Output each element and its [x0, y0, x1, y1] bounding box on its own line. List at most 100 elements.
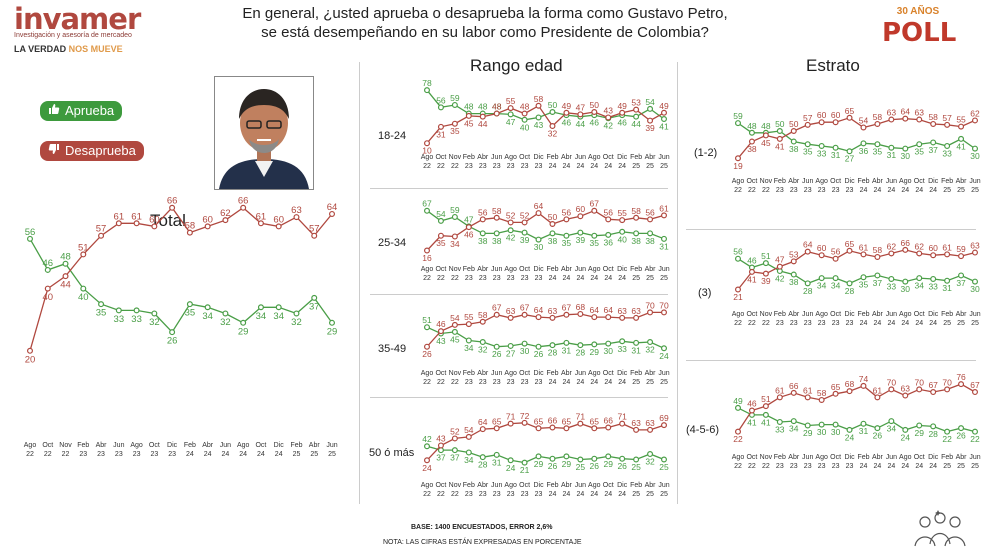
brand-name: invamer [14, 2, 141, 36]
tick-label-month: Jun [658, 154, 669, 161]
tick-label-year: 22 [762, 320, 770, 327]
tick-label-year: 25 [293, 451, 301, 458]
data-label-disapprove: 64 [534, 201, 544, 211]
data-label-approve: 28 [576, 348, 586, 358]
tick-label-month: Abr [788, 311, 800, 318]
data-point-approve [647, 105, 654, 112]
data-label-disapprove: 61 [256, 211, 267, 222]
tick-label-year: 23 [776, 463, 784, 470]
data-label-disapprove: 52 [450, 426, 460, 436]
data-point-approve [633, 339, 640, 346]
data-label-disapprove: 66 [548, 416, 558, 426]
data-point-approve [549, 342, 556, 349]
data-point-disapprove [577, 420, 584, 427]
data-label-approve: 26 [617, 461, 627, 471]
tick-label-year: 23 [493, 163, 501, 170]
data-label-disapprove: 65 [831, 382, 841, 392]
tick-label-year: 23 [776, 187, 784, 194]
data-point-disapprove [874, 120, 881, 127]
tick-label-month: Dic [533, 370, 544, 377]
data-point-disapprove [930, 389, 937, 396]
data-label-approve: 32 [220, 317, 231, 328]
tick-label-month: Feb [463, 266, 475, 273]
tick-label-month: Oct [746, 454, 757, 461]
data-label-approve: 35 [873, 147, 883, 157]
data-label-approve: 30 [970, 151, 980, 161]
data-label-disapprove: 34 [450, 239, 460, 249]
tick-label-month: Dic [617, 370, 628, 377]
data-label-approve: 54 [436, 209, 446, 219]
data-label-disapprove: 68 [845, 379, 855, 389]
data-point-approve [479, 339, 486, 346]
tick-label-month: Dic [844, 178, 855, 185]
tagline-part-a: LA VERDAD [14, 44, 69, 54]
data-point-disapprove [916, 250, 923, 257]
tick-label-month: Jun [886, 454, 897, 461]
data-label-disapprove: 51 [78, 242, 89, 253]
data-label-approve: 46 [42, 258, 53, 269]
data-point-approve [804, 280, 811, 287]
data-point-approve [734, 120, 741, 127]
data-point-approve [619, 338, 626, 345]
data-label-approve: 35 [96, 308, 107, 319]
tick-label-month: Feb [941, 178, 953, 185]
data-label-disapprove: 47 [775, 255, 785, 265]
data-label-disapprove: 57 [309, 224, 320, 235]
data-label-disapprove: 63 [548, 306, 558, 316]
tick-label-month: Feb [546, 266, 558, 273]
tick-label-year: 22 [748, 320, 756, 327]
tick-label-month: Oct [603, 482, 614, 489]
data-label-disapprove: 69 [659, 413, 669, 423]
tick-label-year: 25 [310, 451, 318, 458]
data-point-approve [424, 324, 431, 331]
data-label-approve: 29 [590, 347, 600, 357]
data-label-approve: 41 [761, 417, 771, 427]
data-label-approve: 50 [775, 119, 785, 129]
president-photo [214, 76, 314, 190]
data-label-disapprove: 71 [506, 412, 516, 422]
data-label-approve: 59 [733, 111, 743, 121]
data-point-disapprove [204, 223, 211, 230]
tick-label-year: 24 [576, 163, 584, 170]
data-point-disapprove [549, 314, 556, 321]
data-label-disapprove: 64 [604, 305, 614, 315]
tick-label-year: 24 [576, 491, 584, 498]
data-point-disapprove [479, 426, 486, 433]
data-point-approve [804, 141, 811, 148]
data-label-approve: 29 [327, 326, 338, 337]
tick-label-year: 23 [804, 187, 812, 194]
data-label-disapprove: 51 [761, 394, 771, 404]
data-label-disapprove: 67 [492, 303, 502, 313]
tick-label-month: Ago [732, 454, 745, 461]
data-label-approve: 34 [887, 424, 897, 434]
data-point-approve [790, 138, 797, 145]
data-point-disapprove [424, 140, 431, 147]
data-point-approve [902, 426, 909, 433]
data-label-approve: 28 [548, 348, 558, 358]
data-label-approve: 28 [928, 429, 938, 439]
data-label-disapprove: 58 [534, 94, 544, 104]
data-label-approve: 35 [915, 147, 925, 157]
tick-label-month: Abr [561, 266, 573, 273]
data-label-approve: 33 [131, 314, 142, 325]
tick-label-year: 23 [832, 187, 840, 194]
data-point-approve [930, 275, 937, 282]
data-label-approve: 56 [25, 227, 36, 238]
tick-label-year: 25 [957, 463, 965, 470]
data-point-approve [493, 451, 500, 458]
tick-label-month: Jun [491, 482, 502, 489]
tick-label-year: 23 [479, 379, 487, 386]
data-label-approve: 36 [604, 237, 614, 247]
data-label-approve: 41 [659, 122, 669, 132]
data-label-approve: 37 [436, 453, 446, 463]
section-title-total: Total [150, 211, 186, 230]
tick-label-month: Ago [130, 442, 143, 449]
tick-label-year: 22 [748, 187, 756, 194]
data-point-disapprove [44, 285, 51, 292]
tick-label-month: Nov [760, 178, 773, 185]
tick-label-year: 25 [660, 491, 668, 498]
tick-label-month: Jun [658, 482, 669, 489]
data-point-disapprove [577, 111, 584, 118]
data-point-disapprove [521, 219, 528, 226]
